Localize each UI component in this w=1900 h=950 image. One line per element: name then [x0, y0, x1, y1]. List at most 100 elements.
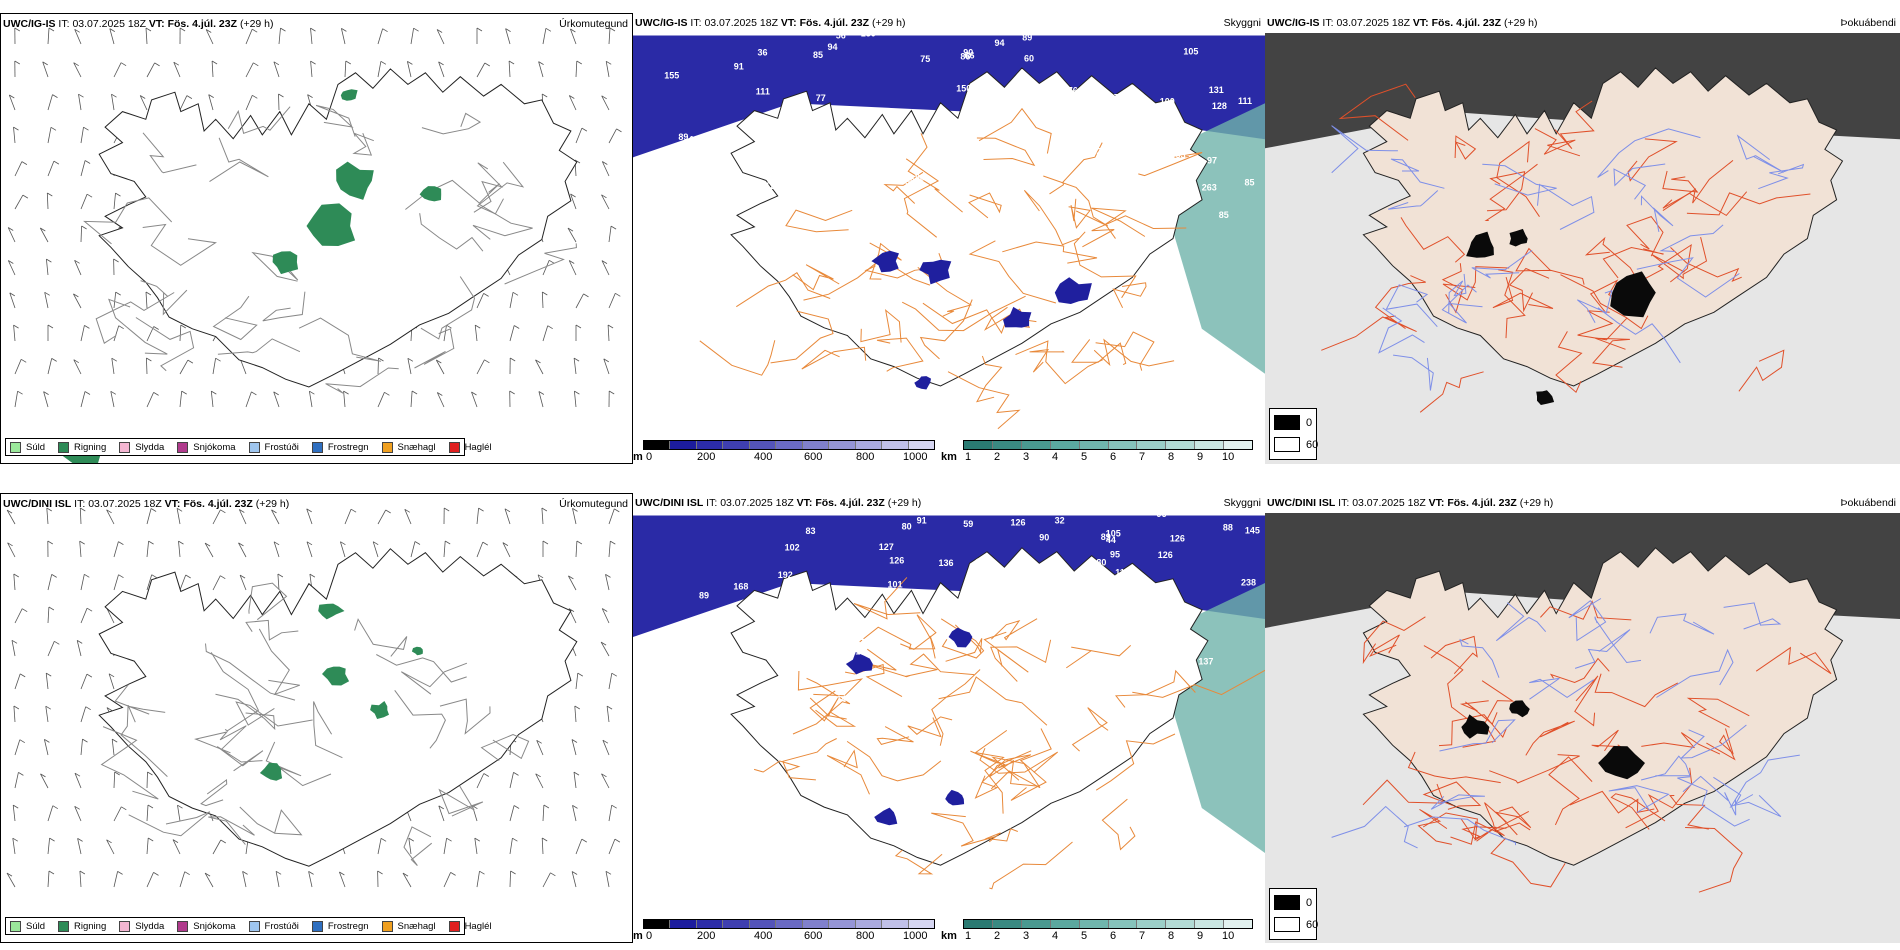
visibility-tick: 7 [1139, 451, 1146, 463]
wind-barb-flag [74, 805, 80, 810]
wind-barb-flag [12, 804, 19, 809]
road-line [792, 677, 851, 735]
panel-title: Skyggni [1223, 497, 1261, 509]
cloudbase-strip [643, 440, 935, 450]
wind-barb [600, 641, 610, 657]
wind-barb [47, 606, 50, 624]
wind-barb-flag [380, 837, 387, 842]
cloudbase-label: 85 [1219, 210, 1229, 220]
visibility-tick: 4 [1052, 930, 1059, 942]
wind-barb-flag [7, 227, 14, 231]
wind-barb-flag [611, 672, 618, 677]
road-line [1403, 816, 1516, 846]
cloudbase-label: 93 [1186, 187, 1196, 197]
cloudbase-label: 76 [1092, 669, 1102, 679]
road-line [845, 663, 903, 698]
road-line [983, 631, 1029, 673]
cloudbase-label: 32 [1055, 515, 1065, 525]
wind-barb [474, 838, 478, 855]
road-line [1729, 754, 1800, 809]
road-line [904, 653, 975, 677]
cloudbase-strip [643, 919, 935, 929]
road-line [1486, 171, 1526, 212]
road-line [215, 693, 276, 731]
wind-barb-flag [251, 28, 258, 33]
cloudbase-colorbar: m 0 200 400 600 800 1000 [633, 434, 953, 464]
wind-barb-flag [215, 357, 221, 362]
legend-label: Rigning [74, 441, 107, 453]
wind-barb-flag [205, 29, 212, 33]
road-line [1529, 677, 1594, 700]
visibility-strip [963, 440, 1253, 450]
road-line [1388, 190, 1439, 210]
low-cloud-area [1003, 306, 1032, 328]
road-line [1101, 798, 1136, 851]
road-line [894, 849, 943, 875]
wind-barb [113, 771, 116, 789]
road-line [209, 137, 269, 183]
wind-barb-flag [574, 159, 581, 164]
road-line [984, 828, 1018, 843]
cloudbase-label: 126 [889, 556, 904, 566]
wind-barb-flag [185, 574, 191, 579]
wind-barb-flag [380, 60, 387, 65]
wind-barb-flag [446, 837, 452, 842]
road-line [216, 746, 264, 772]
road-line [1002, 241, 1098, 264]
wind-barb-flag [239, 574, 246, 579]
road-line [128, 811, 211, 837]
wind-barb [14, 739, 21, 756]
road-line [1484, 802, 1531, 833]
vt-label: VT: [780, 17, 797, 29]
legend-label: Súld [26, 920, 46, 932]
road-line [227, 106, 291, 134]
wind-barb-flag [541, 93, 548, 98]
vt-label: VT: [164, 498, 181, 510]
road-line [1554, 100, 1595, 150]
road-line [142, 132, 197, 174]
visibility-tick: 2 [994, 930, 1001, 942]
cloudbase-label: 111 [1115, 568, 1129, 578]
wind-barb [606, 706, 610, 723]
wind-barb-flag [242, 871, 248, 875]
road-line [1662, 191, 1748, 217]
wind-barb-flag [176, 507, 183, 512]
wind-barb [608, 541, 611, 558]
road-line [1537, 183, 1595, 230]
legend-swatch [58, 920, 70, 932]
wind-barb-flag [187, 359, 194, 364]
cloudbase-label: 81 [1158, 208, 1168, 218]
legend-swatch [177, 441, 189, 453]
wind-barb [11, 640, 16, 657]
it-value: 03.07.2025 18Z [720, 497, 794, 509]
wind-barb-flag [48, 870, 55, 875]
cloudbase-label: 59 [936, 143, 946, 153]
wind-barb-flag [21, 161, 28, 165]
road-line [1610, 793, 1666, 830]
wind-barb [601, 194, 610, 210]
wind-barb [13, 127, 16, 144]
wind-barb-flag [542, 291, 548, 296]
wind-barb [13, 325, 16, 342]
wind-barb-flag [172, 839, 179, 843]
visibility-tick: 5 [1081, 930, 1088, 942]
wind-barb-flag [22, 194, 29, 199]
wind-barb-flag [106, 509, 112, 514]
cloudbase-label: 178 [1149, 117, 1164, 127]
wind-barb-flag [474, 324, 481, 329]
cloudbase-label: 126 [1011, 518, 1026, 528]
wind-barb-flag [118, 325, 124, 330]
wind-barb-flag [118, 574, 124, 579]
wind-barb [113, 62, 122, 78]
wind-barb-flag [307, 94, 313, 98]
road-line [1597, 307, 1681, 364]
wind-barb-flag [148, 540, 154, 545]
cloudbase-label: 116 [949, 660, 964, 670]
wind-barb [47, 27, 50, 45]
wind-barb-flag [614, 838, 621, 843]
road-line [248, 582, 288, 621]
wind-barb [273, 61, 280, 78]
wind-barb-flag [43, 391, 49, 395]
wind-barb [46, 259, 49, 276]
wind-barb-flag [484, 359, 490, 364]
